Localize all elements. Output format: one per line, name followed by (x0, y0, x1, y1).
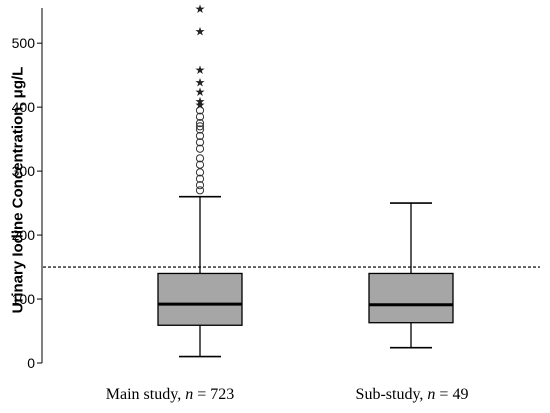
y-tick-label: 0 (27, 355, 35, 371)
outlier-circle (195, 144, 205, 153)
outlier-circle (195, 138, 205, 147)
category-n-value: = 49 (435, 386, 469, 403)
category-label-main-study: Main study, n = 723 (106, 386, 234, 404)
outlier-star: ★ (195, 76, 206, 90)
outlier-circle (195, 112, 205, 121)
y-tick-label: 200 (12, 227, 36, 243)
outlier-star: ★ (195, 2, 206, 16)
category-label-text: Main study, (105, 386, 186, 403)
y-tick-label: 300 (12, 163, 36, 179)
outlier-circle (195, 154, 205, 163)
iqr-box (368, 272, 454, 324)
outlier-star: ★ (195, 85, 206, 99)
outlier-star: ★ (195, 63, 206, 77)
y-tick-label: 100 (12, 291, 36, 307)
category-label-sub-study: Sub-study, n = 49 (356, 386, 469, 404)
y-tick-label: 500 (12, 35, 36, 51)
outlier-circle (195, 119, 205, 128)
category-n-symbol: n (427, 386, 436, 403)
outlier-circle (195, 186, 205, 195)
outlier-circle (195, 160, 205, 169)
category-label-text: Sub-study, (355, 386, 428, 403)
outlier-star: ★ (195, 24, 206, 38)
category-n-symbol: n (185, 386, 194, 403)
outlier-circle (195, 174, 205, 183)
outlier-circle (195, 106, 205, 115)
iqr-box (157, 272, 243, 326)
category-n-value: = 723 (193, 386, 235, 403)
outlier-circle (195, 131, 205, 141)
outlier-star: ★ (195, 98, 206, 112)
outlier-circle (195, 181, 205, 190)
outlier-star: ★ (195, 95, 206, 109)
outlier-circle (195, 122, 205, 131)
y-axis-label: Urinary Iodine Concentration, μg/L (9, 66, 27, 314)
outlier-circle (195, 125, 205, 134)
y-tick-label: 400 (12, 99, 36, 115)
